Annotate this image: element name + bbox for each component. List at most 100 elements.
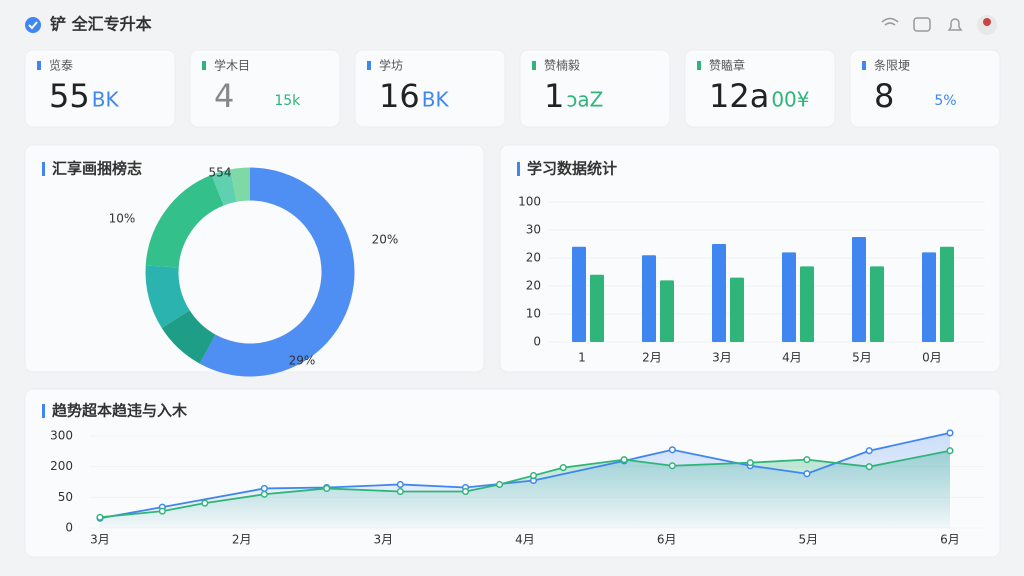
wifi-icon[interactable] bbox=[881, 17, 899, 26]
kpi-value: 1 bbox=[544, 77, 564, 115]
kpi-value: 12a bbox=[709, 77, 769, 115]
kpi-marker bbox=[862, 61, 866, 70]
y-tick-label: 0 bbox=[533, 335, 541, 349]
donut-segment bbox=[161, 309, 217, 364]
panel-title: 学习数据统计 bbox=[527, 160, 617, 178]
line bbox=[99, 449, 951, 519]
x-tick-label: 5月 bbox=[852, 351, 872, 365]
point bbox=[260, 484, 268, 492]
donut-annotation: 29% bbox=[289, 354, 316, 368]
kpi-card[interactable] bbox=[684, 49, 836, 128]
kpi-label: 学木目 bbox=[214, 58, 250, 73]
point bbox=[803, 470, 811, 478]
point bbox=[158, 507, 166, 515]
point bbox=[396, 480, 404, 489]
logo-check bbox=[28, 21, 38, 30]
x-tick-label: 1 bbox=[578, 351, 586, 365]
point bbox=[746, 459, 754, 467]
bar bbox=[572, 246, 586, 342]
donut-segment bbox=[230, 167, 251, 202]
point bbox=[96, 513, 104, 521]
bar bbox=[870, 266, 884, 342]
kpi-suffix: 15k bbox=[274, 93, 301, 109]
kpi-marker bbox=[532, 61, 536, 70]
kpi-marker bbox=[367, 61, 371, 70]
kpi-label: 赞楠毅 bbox=[544, 58, 580, 73]
avatar-head bbox=[983, 18, 991, 26]
kpi-suffix: BK bbox=[92, 88, 120, 112]
point bbox=[495, 480, 504, 489]
point bbox=[668, 446, 676, 454]
bar bbox=[730, 277, 744, 342]
donut-annotation: 10% bbox=[109, 212, 136, 226]
y-tick-label: 50 bbox=[58, 490, 73, 504]
x-tick-label: 2月 bbox=[642, 351, 662, 365]
point bbox=[620, 456, 628, 464]
kpi-label: 学坊 bbox=[379, 58, 403, 73]
bar bbox=[852, 237, 866, 342]
y-tick-label: 100 bbox=[518, 195, 541, 209]
donut-segment bbox=[199, 167, 355, 377]
bar bbox=[922, 252, 936, 342]
point bbox=[865, 463, 873, 471]
point bbox=[559, 464, 567, 472]
kpi-suffix: ɔaZ bbox=[566, 88, 603, 112]
kpi-card[interactable] bbox=[354, 49, 506, 128]
point bbox=[461, 487, 470, 496]
kpi-suffix: 00¥ bbox=[771, 88, 809, 112]
kpi-label: 览泰 bbox=[49, 58, 73, 73]
bar bbox=[660, 280, 674, 342]
panel-marker bbox=[42, 404, 45, 418]
donut-segment bbox=[211, 169, 237, 206]
point bbox=[946, 429, 954, 437]
bell-icon[interactable] bbox=[947, 18, 963, 31]
point bbox=[803, 456, 811, 464]
kpi-card[interactable] bbox=[849, 49, 1001, 128]
kpi-value: 16 bbox=[379, 77, 420, 115]
y-tick-label: 30 bbox=[526, 223, 541, 237]
kpi-suffix: 5% bbox=[934, 93, 956, 109]
kpi-label: 条限埂 bbox=[874, 59, 910, 73]
donut-annotation: 554 bbox=[209, 166, 232, 180]
bar bbox=[940, 246, 954, 342]
y-tick-label: 10 bbox=[526, 307, 541, 321]
x-tick-label: 4月 bbox=[782, 351, 802, 365]
x-tick-label: 3月 bbox=[712, 351, 732, 365]
app-title: 铲 全汇专升本 bbox=[50, 15, 152, 34]
kpi-marker bbox=[202, 61, 206, 70]
bar bbox=[800, 266, 814, 342]
x-tick-label: 6月 bbox=[657, 533, 677, 547]
kpi-suffix: BK bbox=[422, 88, 450, 112]
x-tick-label: 3月 bbox=[374, 533, 394, 547]
kpi-marker bbox=[37, 61, 41, 70]
donut-annotation: 20% bbox=[372, 233, 399, 247]
point bbox=[865, 447, 873, 455]
x-tick-label: 6月 bbox=[940, 533, 960, 547]
bar bbox=[712, 244, 726, 342]
y-tick-label: 300 bbox=[50, 429, 73, 443]
bar bbox=[642, 255, 656, 342]
point bbox=[946, 447, 954, 455]
kpi-card[interactable] bbox=[24, 49, 176, 128]
kpi-value: 8 bbox=[874, 77, 894, 115]
x-tick-label: 0月 bbox=[922, 351, 942, 365]
y-tick-label: 200 bbox=[50, 459, 73, 473]
kpi-card[interactable] bbox=[519, 49, 671, 128]
window-icon[interactable] bbox=[913, 17, 931, 32]
x-tick-label: 5月 bbox=[799, 533, 819, 547]
point bbox=[668, 462, 676, 470]
donut-segment bbox=[145, 265, 190, 328]
kpi-card[interactable] bbox=[189, 49, 341, 128]
bar bbox=[590, 274, 604, 342]
point bbox=[323, 484, 331, 492]
donut-segment bbox=[145, 174, 225, 269]
y-tick-label: 20 bbox=[526, 251, 541, 265]
kpi-value: 55 bbox=[49, 77, 90, 115]
point bbox=[529, 472, 538, 480]
point bbox=[260, 490, 268, 498]
point bbox=[396, 487, 404, 496]
kpi-value: 4 bbox=[214, 77, 234, 115]
x-tick-label: 3月 bbox=[90, 533, 110, 547]
y-tick-label: 0 bbox=[65, 521, 73, 535]
